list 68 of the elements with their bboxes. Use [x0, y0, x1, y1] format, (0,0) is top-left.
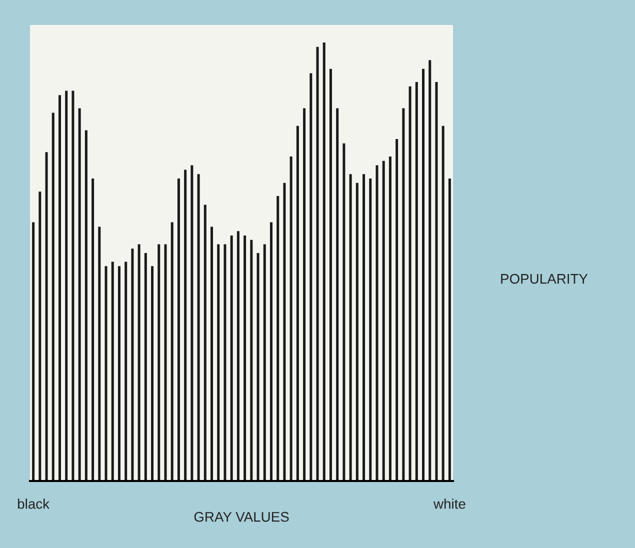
bar: [104, 266, 108, 481]
bar: [263, 244, 266, 481]
bar: [190, 165, 194, 481]
bar: [342, 143, 346, 481]
bar: [283, 182, 286, 481]
bar: [177, 178, 180, 481]
bar: [184, 170, 187, 481]
bar: [310, 73, 312, 481]
bar: [276, 196, 280, 481]
bar: [151, 266, 154, 481]
bar: [45, 152, 48, 481]
bar: [84, 130, 88, 481]
bar: [376, 165, 378, 481]
bar: [38, 192, 42, 481]
bar: [362, 174, 366, 481]
bar: [164, 244, 167, 481]
bar: [158, 244, 160, 481]
bar: [408, 86, 412, 481]
y-axis-title: POPULARITY: [501, 274, 588, 284]
bar: [442, 126, 444, 481]
bar: [72, 90, 74, 481]
bar: [415, 82, 418, 481]
x-tick-label: black: [18, 498, 50, 509]
bar: [244, 235, 246, 481]
bar: [78, 108, 81, 481]
bar: [402, 108, 405, 481]
bar: [32, 222, 35, 481]
bar: [256, 253, 260, 481]
bar: [92, 178, 94, 481]
bar: [396, 139, 398, 481]
bar: [230, 235, 233, 481]
bar: [435, 82, 438, 481]
bar: [124, 262, 128, 481]
bar: [388, 156, 392, 481]
bar: [349, 174, 352, 481]
x-axis-title: GRAY VALUES: [194, 512, 289, 522]
bar: [197, 174, 200, 481]
bar: [131, 248, 134, 481]
bar: [369, 178, 372, 481]
bar: [296, 126, 299, 481]
bar: [217, 244, 220, 481]
bar: [58, 95, 61, 481]
bar: [111, 262, 114, 481]
bar: [224, 244, 226, 481]
bar: [290, 156, 292, 481]
bar: [236, 231, 240, 481]
bar: [428, 60, 432, 481]
bar: [144, 253, 147, 481]
bar: [170, 222, 174, 481]
bar: [270, 222, 272, 481]
bar: [329, 68, 332, 481]
bar: [316, 46, 319, 481]
bar: [138, 244, 140, 481]
bar: [204, 204, 206, 481]
bar: [336, 108, 339, 481]
bar: [356, 182, 358, 481]
bar: [303, 108, 306, 481]
bar: [52, 112, 54, 481]
bar: [98, 226, 101, 481]
bar: [65, 90, 68, 481]
bar: [382, 160, 385, 481]
bar: [250, 240, 253, 481]
bar: [118, 266, 120, 481]
bar: [448, 178, 451, 481]
bar: [422, 68, 425, 481]
bar: [210, 226, 214, 481]
x-tick-label: white: [433, 498, 466, 509]
bar: [322, 42, 326, 481]
